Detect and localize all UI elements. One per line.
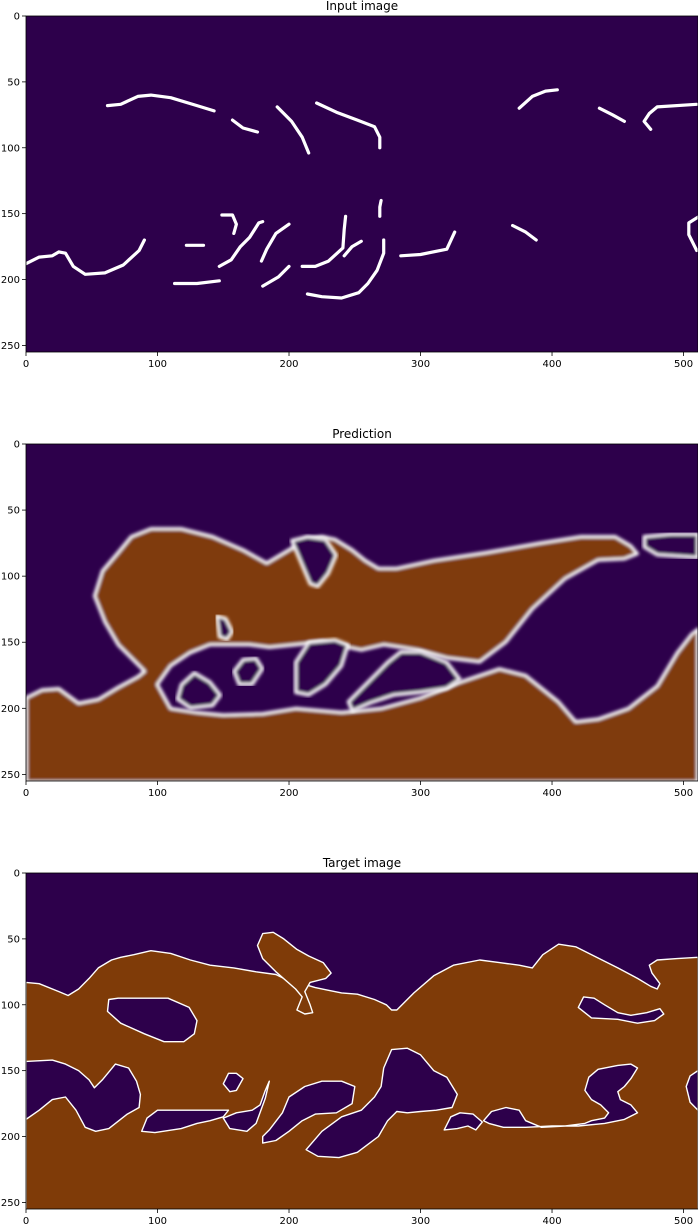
background-region xyxy=(290,535,338,589)
x-tick-label: 0 xyxy=(23,359,29,370)
background-region xyxy=(215,614,234,642)
x-tick-label: 300 xyxy=(411,1216,430,1226)
background-region xyxy=(106,997,198,1043)
y-tick-label: 150 xyxy=(1,1066,20,1077)
stroke-mark xyxy=(300,214,348,268)
x-tick-label: 500 xyxy=(674,1216,693,1226)
background-region xyxy=(141,1109,230,1134)
y-tick-label: 100 xyxy=(1,572,20,583)
image-background xyxy=(26,16,698,352)
y-tick-label: 200 xyxy=(1,275,20,286)
stroke-mark xyxy=(642,102,698,131)
stroke-mark xyxy=(220,213,238,235)
stroke-mark xyxy=(305,238,386,300)
background-region xyxy=(232,656,265,686)
axes-frame xyxy=(25,443,698,782)
y-tick-label: 100 xyxy=(1,143,20,154)
y-tick-label: 0 xyxy=(14,440,20,451)
prediction-panel: Prediction 0 100 200 300 400 500 0 50 100 150 200 2… xyxy=(1,427,698,799)
background-region xyxy=(482,1063,639,1128)
x-tick-label: 500 xyxy=(674,359,693,370)
target-image-panel: Target image 0 100 200 300 400 500 0 50 100 150 20… xyxy=(1,856,698,1226)
stroke-mark xyxy=(315,101,382,150)
stroke-mark xyxy=(342,239,363,258)
axes-frame xyxy=(25,872,698,1210)
stroke-mark xyxy=(687,215,698,253)
background-region xyxy=(222,1072,244,1093)
input-image-panel: Input image 0 100 200 300 400 500 0 50 100 150 200… xyxy=(1,0,698,370)
y-tick-label: 50 xyxy=(7,934,20,945)
stroke-mark xyxy=(261,264,291,288)
background-region xyxy=(642,532,698,560)
stroke-mark xyxy=(517,88,559,110)
x-tick-label: 500 xyxy=(674,788,693,799)
foreground-region xyxy=(26,943,698,1209)
x-tick-label: 200 xyxy=(279,1216,298,1226)
stroke-mark xyxy=(26,238,146,276)
foreground-region xyxy=(26,527,698,781)
x-tick-label: 400 xyxy=(542,359,561,370)
x-tick-label: 100 xyxy=(148,788,167,799)
plot-area xyxy=(26,873,698,1209)
stroke-mark xyxy=(399,230,457,258)
background-region xyxy=(222,1080,270,1132)
x-tick-label: 300 xyxy=(411,359,430,370)
y-tick-label: 150 xyxy=(1,638,20,649)
background-region xyxy=(685,1069,698,1111)
stroke-mark xyxy=(173,279,221,286)
background-region xyxy=(262,1080,356,1144)
x-tick-label: 200 xyxy=(279,788,298,799)
y-tick-label: 0 xyxy=(14,869,20,880)
plot-area xyxy=(26,16,698,352)
foreground-region xyxy=(256,931,332,1015)
y-tick-label: 250 xyxy=(1,341,20,352)
stroke-mark xyxy=(378,198,383,218)
y-tick-label: 100 xyxy=(1,1000,20,1011)
y-tick-label: 50 xyxy=(7,506,20,517)
stroke-mark xyxy=(230,118,260,134)
axes: 0 100 200 300 400 500 0 50 100 150 200 250 xyxy=(1,440,698,799)
panel-title: Input image xyxy=(326,0,398,13)
axes-frame xyxy=(25,15,698,353)
x-tick-label: 400 xyxy=(542,1216,561,1226)
background-region xyxy=(577,996,665,1024)
background-region xyxy=(443,1112,483,1131)
y-tick-label: 0 xyxy=(14,12,20,23)
x-tick-label: 300 xyxy=(411,788,430,799)
x-tick-label: 100 xyxy=(148,1216,167,1226)
x-tick-label: 200 xyxy=(279,359,298,370)
background-region xyxy=(305,1047,458,1159)
background-region xyxy=(294,638,350,697)
stroke-mark xyxy=(275,105,311,155)
y-tick-label: 250 xyxy=(1,770,20,781)
x-tick-label: 0 xyxy=(23,1216,29,1226)
stroke-mark xyxy=(217,220,265,268)
background-region xyxy=(346,650,462,713)
plot-area xyxy=(26,444,698,781)
y-tick-label: 150 xyxy=(1,209,20,220)
panel-title: Target image xyxy=(322,856,401,870)
stroke-mark xyxy=(597,106,626,123)
panel-title: Prediction xyxy=(332,427,392,441)
background-region xyxy=(175,671,223,710)
y-tick-label: 250 xyxy=(1,1198,20,1209)
x-tick-label: 400 xyxy=(542,788,561,799)
y-tick-label: 50 xyxy=(7,77,20,88)
background-region xyxy=(26,1059,142,1132)
y-tick-label: 200 xyxy=(1,704,20,715)
y-tick-label: 200 xyxy=(1,1132,20,1143)
stroke-mark xyxy=(259,222,291,263)
stroke-mark xyxy=(511,223,538,242)
x-tick-label: 0 xyxy=(23,788,29,799)
axes: 0 100 200 300 400 500 0 50 100 150 200 250 xyxy=(1,12,698,370)
stroke-mark xyxy=(105,93,216,113)
axes: 0 100 200 300 400 500 0 50 100 150 200 250 xyxy=(1,869,698,1226)
x-tick-label: 100 xyxy=(148,359,167,370)
